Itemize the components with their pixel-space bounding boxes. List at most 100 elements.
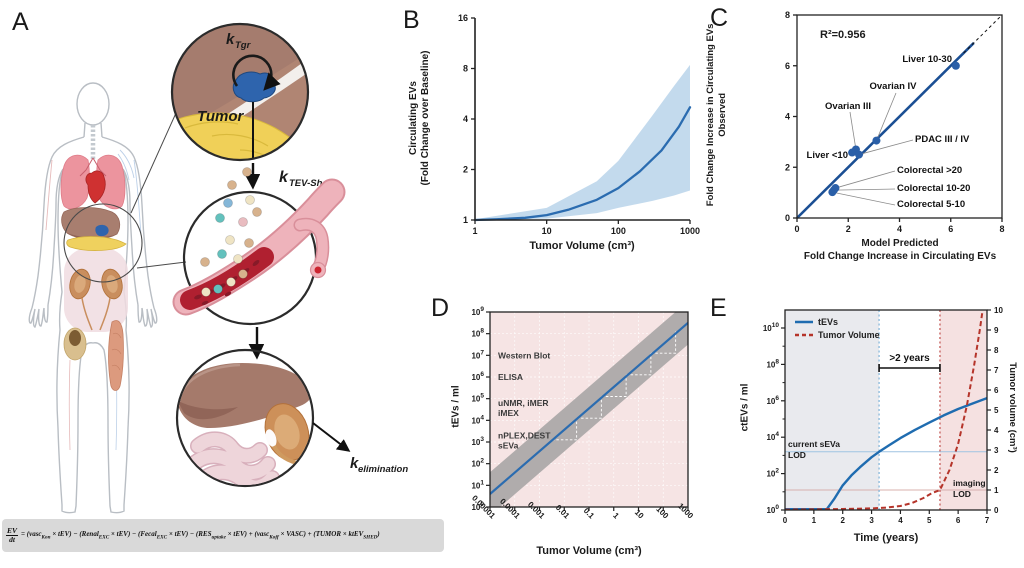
svg-text:104: 104	[766, 431, 779, 442]
c-point-label: Colorectal 10-20	[897, 183, 970, 194]
panel-c-letter: C	[710, 4, 729, 32]
c-plot: 0 2 4 6 8 0 2 4 6 8 Liver 10-30 Ovarian IV Ovarian I…	[785, 10, 1005, 234]
d-assay-label: nPLEX,DEST	[498, 431, 551, 441]
k-tev-shed-label: k	[279, 169, 289, 186]
equation-numerator: EV	[6, 525, 19, 536]
body-organs	[60, 125, 128, 391]
svg-text:107: 107	[471, 349, 484, 360]
svg-text:106: 106	[471, 371, 484, 382]
panel-d-letter: D	[431, 294, 450, 322]
e-imaging-lod-label: imaging	[953, 478, 986, 488]
panel-e-ylabel-left: ctEVs / ml	[739, 383, 751, 432]
k-tev-shed-sub: TEV-Shed	[289, 178, 334, 189]
svg-text:8: 8	[463, 64, 468, 74]
panel-c-ylabel: Fold Change Increase in Circulating EVs …	[705, 23, 728, 207]
tumor-label: Tumor	[197, 108, 245, 125]
e-legend-label: tEVs	[818, 317, 838, 327]
svg-text:4: 4	[463, 114, 468, 124]
svg-text:1: 1	[611, 511, 621, 521]
right-hand	[137, 304, 158, 328]
panel-d-xlabel: Tumor Volume (cm³)	[536, 545, 642, 557]
svg-text:8: 8	[999, 224, 1004, 234]
svg-text:8: 8	[785, 10, 790, 20]
c-data-point	[828, 188, 837, 197]
e-shaded-region	[939, 310, 987, 510]
left-hand	[28, 304, 49, 328]
b-model-curve	[473, 106, 692, 222]
e-shaded-region	[785, 310, 880, 510]
equation-fraction: EV dt	[6, 525, 19, 545]
svg-text:6: 6	[948, 224, 953, 234]
heart	[85, 170, 106, 204]
svg-text:1: 1	[463, 215, 468, 225]
svg-text:101: 101	[471, 479, 484, 490]
svg-text:1: 1	[994, 486, 999, 495]
e-interval-annotation: >2 years	[889, 353, 930, 364]
k-elimination-label: k	[350, 455, 359, 472]
svg-text:9: 9	[994, 326, 999, 335]
svg-text:0: 0	[785, 213, 790, 223]
svg-text:104: 104	[471, 414, 484, 425]
svg-text:100: 100	[471, 501, 484, 512]
c-point-label: Liver 10-30	[902, 54, 952, 65]
b-plot: 1 10 100 1000 1 2 4 8 16	[458, 13, 700, 236]
svg-text:105: 105	[471, 393, 484, 404]
d-assay-label: uNMR, iMER	[498, 398, 549, 408]
svg-text:4: 4	[897, 224, 902, 234]
svg-text:1: 1	[472, 226, 477, 236]
c-point-label: PDAC III / IV	[915, 134, 970, 145]
svg-text:0: 0	[794, 224, 799, 234]
svg-text:0.1: 0.1	[582, 506, 597, 521]
e-seva-lod-label: current sEVa	[788, 439, 840, 449]
panel-c-xlabel: Model Predicted Fold Change Increase in …	[803, 238, 997, 262]
panel-a-letter: A	[12, 8, 29, 36]
svg-text:106: 106	[766, 395, 779, 406]
c-r-squared: R²=0.956	[820, 29, 866, 41]
svg-text:3: 3	[869, 516, 874, 525]
svg-text:3: 3	[994, 446, 999, 455]
svg-text:6: 6	[994, 386, 999, 395]
svg-text:5: 5	[994, 406, 999, 415]
svg-text:103: 103	[471, 436, 484, 447]
zoom-indicator-circle	[63, 203, 143, 283]
svg-text:10: 10	[994, 306, 1003, 315]
svg-text:8: 8	[994, 346, 999, 355]
clearance-organs	[178, 363, 312, 485]
e-interval-bracket	[878, 364, 941, 372]
equation-body: = (vascKon × tEV) − (RenalEXC × tEV) − (…	[21, 530, 380, 541]
k-tgr-sub: Tgr	[235, 40, 252, 51]
equation-denominator: dt	[9, 535, 15, 544]
svg-text:2: 2	[785, 162, 790, 172]
panel-b-letter: B	[403, 6, 420, 34]
svg-text:6: 6	[956, 516, 961, 525]
svg-text:102: 102	[471, 458, 484, 469]
pancreas	[66, 236, 127, 251]
svg-text:10: 10	[542, 226, 552, 236]
svg-text:100: 100	[766, 504, 779, 515]
panel-a-equation: EV dt = (vascKon × tEV) − (RenalEXC × tE…	[2, 519, 444, 552]
panel-e-ylabel-right: Tumor volume (cm³)	[1007, 362, 1018, 453]
svg-text:6: 6	[785, 61, 790, 71]
c-point-label: Colorectal >20	[897, 165, 962, 176]
svg-text:0: 0	[783, 516, 788, 525]
ev-particles	[200, 167, 262, 297]
svg-text:16: 16	[458, 13, 468, 23]
svg-text:109: 109	[471, 306, 484, 317]
left-lung	[60, 154, 90, 210]
panel-e-letter: E	[710, 294, 727, 322]
thigh-muscle	[108, 320, 124, 391]
e-tevs-curve	[785, 396, 987, 510]
c-identity-line	[796, 41, 975, 219]
svg-text:102: 102	[766, 468, 779, 479]
svg-text:0: 0	[994, 506, 999, 515]
c-data-point	[848, 148, 857, 157]
intestines	[188, 431, 280, 485]
svg-text:2: 2	[463, 165, 468, 175]
svg-text:1000: 1000	[676, 501, 695, 520]
tumor-body	[95, 224, 109, 237]
svg-text:108: 108	[471, 328, 484, 339]
svg-text:10: 10	[633, 508, 646, 521]
c-point-label: Ovarian III	[825, 101, 871, 112]
